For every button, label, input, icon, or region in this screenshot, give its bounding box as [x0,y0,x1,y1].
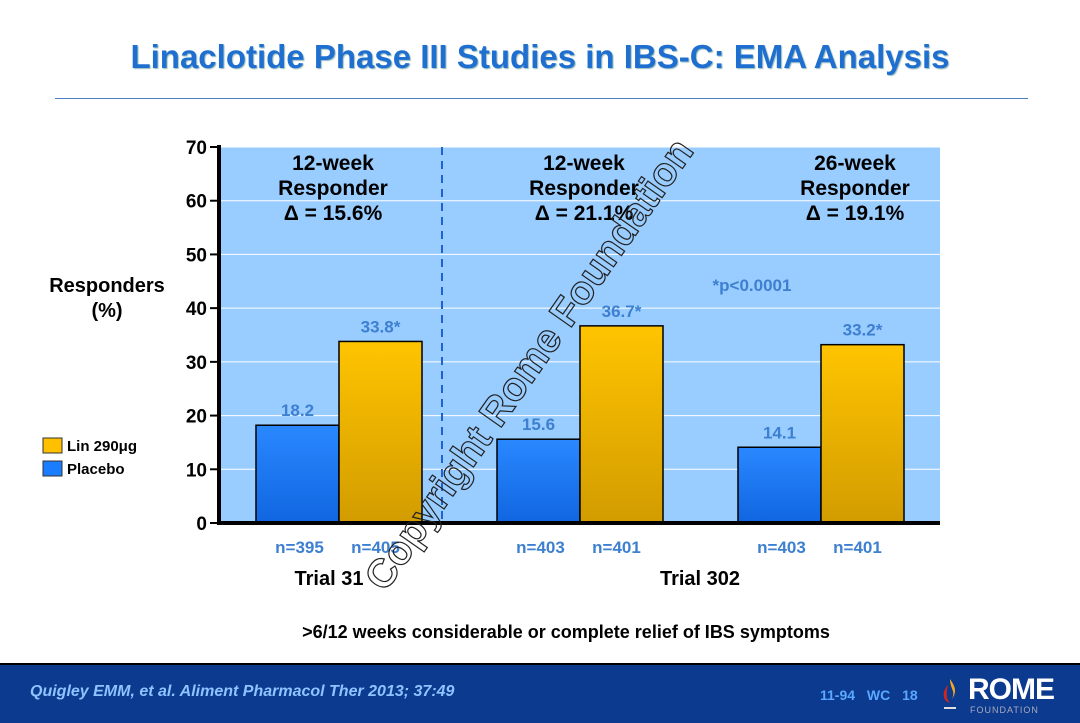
y-tick-label: 30 [186,353,207,374]
sample-size-label: n=403 [516,538,565,557]
y-tick-label: 40 [186,299,207,320]
sample-size-label: n=405 [351,538,400,557]
citation: Quigley EMM, et al. Aliment Pharmacol Th… [30,683,455,700]
y-tick-label: 60 [186,192,207,213]
footer-bar: Quigley EMM, et al. Aliment Pharmacol Th… [0,663,1080,723]
data-label: 33.2* [843,321,883,340]
title-divider [55,98,1028,99]
bar-lin [820,343,905,524]
group-header-line: Responder [529,177,639,200]
trial-label-31: Trial 31 [295,568,364,590]
legend-label-placebo: Placebo [67,461,125,478]
bar-placebo [255,424,340,524]
y-axis-label-line2: (%) [91,300,122,322]
sample-size-label: n=401 [833,538,882,557]
x-axis-caption: >6/12 weeks considerable or complete rel… [302,622,830,642]
data-label: 15.6 [522,415,555,434]
legend-swatch-placebo [42,460,63,477]
group-header-line: 12-week [292,152,374,175]
flame-icon [943,679,956,709]
logo-text: ROME [968,673,1055,706]
group-header-line: Responder [278,177,388,200]
group-header-line: Δ = 19.1% [806,202,905,225]
logo-subtext: FOUNDATION [970,705,1039,715]
sample-size-label: n=403 [757,538,806,557]
group-header-line: Δ = 21.1% [535,202,634,225]
bar-placebo [737,446,822,524]
legend-label-lin: Lin 290μg [67,438,137,455]
y-tick-label: 10 [186,460,207,481]
data-label: 14.1 [763,423,796,442]
data-label: 33.8* [361,317,401,336]
y-tick-label: 50 [186,245,207,266]
bar-placebo [496,438,581,524]
y-axis-label-line1: Responders [49,275,165,297]
group-header-line: Responder [800,177,910,200]
slide-code: 11-94 WC 18 [820,687,918,703]
bar-lin [579,325,664,524]
trial-label-302: Trial 302 [660,568,740,590]
legend-swatch-lin [42,437,63,454]
sample-size-label: n=401 [592,538,641,557]
y-tick-label: 20 [186,407,207,428]
y-tick-label: 70 [186,138,207,159]
group-header-line: 26-week [814,152,896,175]
group-header-line: Δ = 15.6% [284,202,383,225]
data-label: 36.7* [602,302,642,321]
y-tick-label: 0 [196,514,207,535]
slide-title: Linaclotide Phase III Studies in IBS-C: … [130,38,950,75]
bar-lin [338,340,423,524]
data-label: 18.2 [281,401,314,420]
sample-size-label: n=395 [275,538,324,557]
group-header-line: 12-week [543,152,625,175]
rome-foundation-logo: ROME FOUNDATION [940,673,1070,719]
significance-annotation: *p<0.0001 [713,276,792,295]
